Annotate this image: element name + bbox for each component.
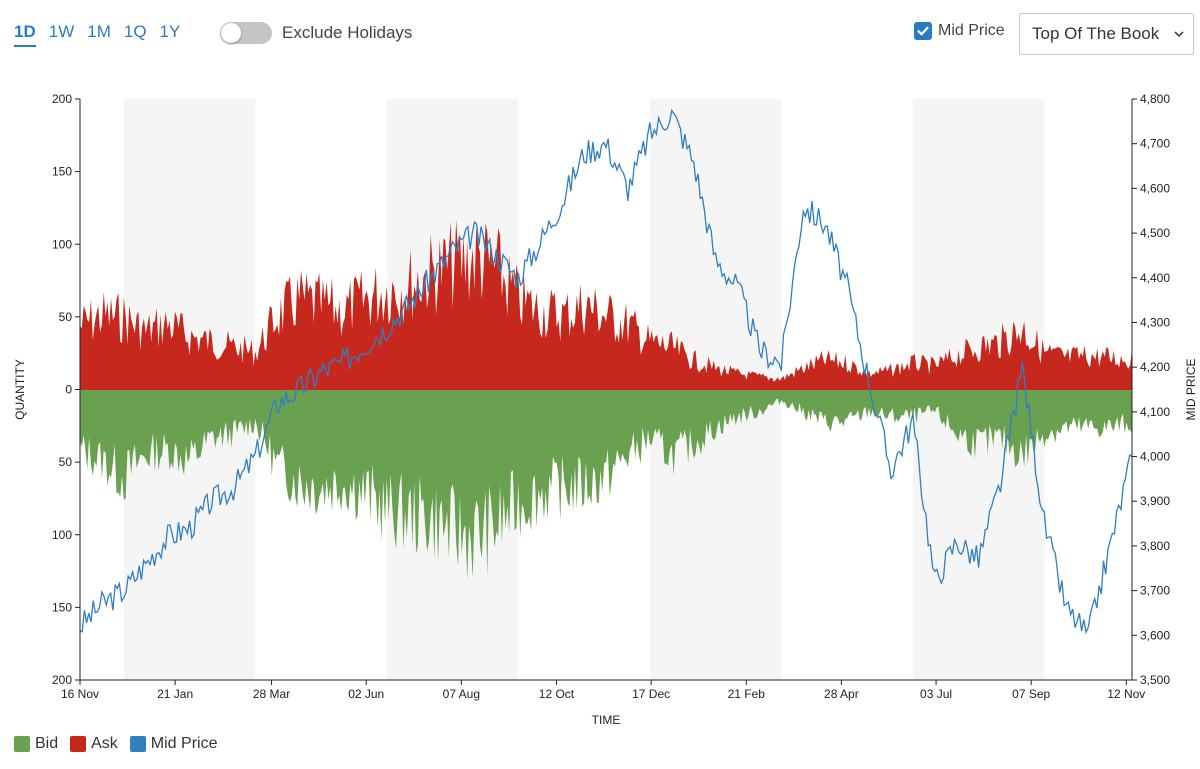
right-tick-label: 3,600 bbox=[1140, 628, 1170, 642]
right-tick-label: 3,900 bbox=[1140, 494, 1170, 508]
x-tick-label: 21 Feb bbox=[728, 687, 766, 701]
right-tick-label: 3,700 bbox=[1140, 584, 1170, 598]
left-tick-label: 50 bbox=[59, 310, 73, 324]
right-tick-label: 4,100 bbox=[1140, 405, 1170, 419]
left-tick-label: 50 bbox=[59, 455, 73, 469]
right-axis: 4,800 4,700 4,600 4,500 4,400 4,300 4,200 4,100… bbox=[1131, 92, 1170, 687]
right-tick-label: 4,700 bbox=[1140, 137, 1170, 151]
right-axis-title: MID PRICE bbox=[1184, 358, 1198, 420]
legend-label-mid-price: Mid Price bbox=[150, 735, 218, 752]
x-tick-label: 07 Sep bbox=[1012, 687, 1050, 701]
mid-price-label: Mid Price bbox=[938, 22, 1005, 39]
x-tick-label: 03 Jul bbox=[920, 687, 952, 701]
left-tick-label: 200 bbox=[52, 92, 72, 106]
legend-swatch-bid bbox=[14, 736, 30, 752]
range-tab-1y[interactable]: 1Y bbox=[159, 22, 181, 41]
book-type-select[interactable]: Top Of The Book bbox=[1019, 13, 1194, 55]
range-tabs: 1D 1W 1M 1Q 1Y bbox=[14, 22, 180, 47]
left-tick-label: 200 bbox=[52, 673, 72, 687]
left-axis: 200 150 100 50 0 50 100 150 200 bbox=[52, 92, 81, 687]
range-tab-1w[interactable]: 1W bbox=[48, 22, 75, 41]
x-tick-label: 28 Apr bbox=[824, 687, 859, 701]
exclude-holidays-control: Exclude Holidays bbox=[220, 22, 412, 44]
right-tick-label: 4,500 bbox=[1140, 226, 1170, 240]
legend: Bid Ask Mid Price bbox=[14, 735, 217, 753]
x-tick-label: 12 Nov bbox=[1107, 687, 1145, 701]
right-tick-label: 4,300 bbox=[1140, 315, 1170, 329]
left-tick-label: 150 bbox=[52, 165, 72, 179]
bid-area bbox=[80, 389, 1132, 580]
legend-item-mid-price[interactable]: Mid Price bbox=[129, 735, 218, 753]
x-axis: 16 Nov 21 Jan 28 Mar 02 Jun 07 Aug 12 Oct 17 D… bbox=[61, 679, 1145, 701]
ask-area bbox=[80, 219, 1132, 390]
right-tick-label: 4,200 bbox=[1140, 360, 1170, 374]
left-axis-title: QUANTITY bbox=[13, 359, 27, 420]
legend-item-bid[interactable]: Bid bbox=[14, 735, 58, 753]
left-tick-label: 100 bbox=[52, 528, 72, 542]
left-tick-label: 150 bbox=[52, 600, 72, 614]
legend-label-ask: Ask bbox=[91, 735, 118, 752]
left-tick-label: 100 bbox=[52, 237, 72, 251]
x-tick-label: 02 Jun bbox=[348, 687, 384, 701]
right-tick-label: 4,800 bbox=[1140, 92, 1170, 106]
legend-label-bid: Bid bbox=[35, 735, 59, 752]
x-tick-label: 28 Mar bbox=[253, 687, 290, 701]
chevron-down-icon bbox=[1174, 31, 1184, 38]
mid-price-line bbox=[79, 108, 1133, 635]
range-tab-1d[interactable]: 1D bbox=[14, 22, 36, 47]
right-tick-label: 3,800 bbox=[1140, 539, 1170, 553]
range-tab-1m[interactable]: 1M bbox=[87, 22, 111, 41]
toggle-knob bbox=[221, 23, 241, 43]
right-tick-label: 4,000 bbox=[1140, 450, 1170, 464]
range-tab-1q[interactable]: 1Q bbox=[123, 22, 147, 41]
right-tick-label: 4,600 bbox=[1140, 181, 1170, 195]
x-axis-title: TIME bbox=[592, 713, 621, 727]
checkmark-icon bbox=[917, 26, 929, 36]
right-tick-label: 4,400 bbox=[1140, 271, 1170, 285]
x-tick-label: 16 Nov bbox=[61, 687, 99, 701]
x-tick-label: 07 Aug bbox=[443, 687, 480, 701]
exclude-holidays-label: Exclude Holidays bbox=[282, 23, 413, 42]
x-tick-label: 17 Dec bbox=[632, 687, 670, 701]
right-tick-label: 3,500 bbox=[1140, 673, 1170, 687]
legend-swatch-mid-price bbox=[129, 736, 146, 752]
legend-item-ask[interactable]: Ask bbox=[70, 735, 118, 753]
x-tick-label: 21 Jan bbox=[157, 687, 193, 701]
legend-swatch-ask bbox=[70, 736, 87, 752]
mid-price-checkbox[interactable] bbox=[914, 22, 932, 40]
mid-price-control: Mid Price bbox=[914, 22, 1005, 40]
exclude-holidays-toggle[interactable] bbox=[220, 22, 272, 44]
left-tick-label: 0 bbox=[65, 383, 72, 397]
book-type-value: Top Of The Book bbox=[1032, 24, 1160, 43]
x-tick-label: 12 Oct bbox=[539, 687, 575, 701]
